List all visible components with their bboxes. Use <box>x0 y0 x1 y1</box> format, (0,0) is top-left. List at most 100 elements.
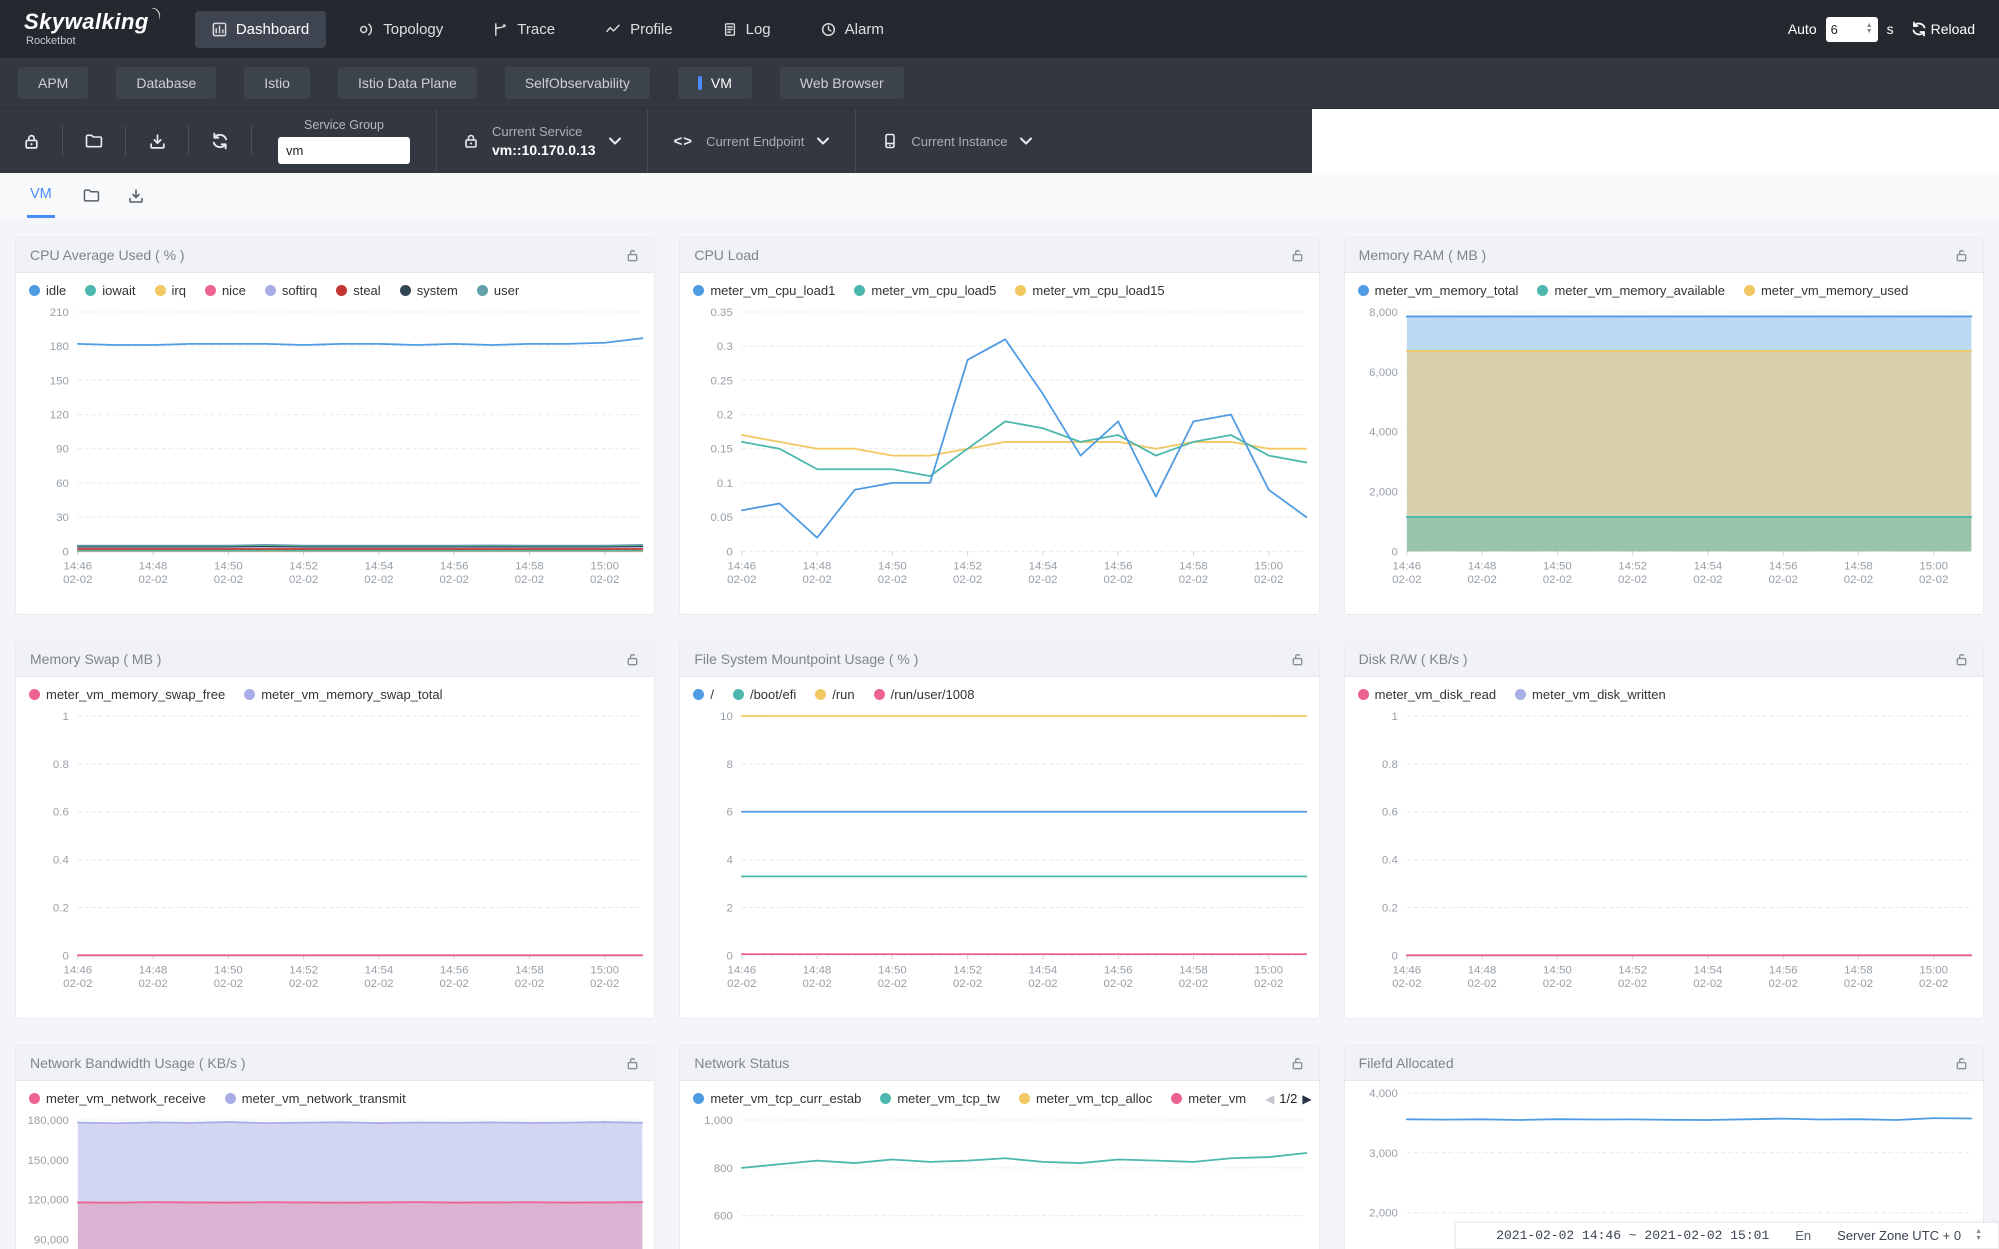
svg-text:02-02: 02-02 <box>590 574 619 586</box>
lock-icon[interactable] <box>625 248 640 263</box>
download-button[interactable] <box>126 109 188 173</box>
legend-item[interactable]: steal <box>336 283 380 298</box>
dash-tab-selfobservability[interactable]: SelfObservability <box>505 67 650 99</box>
nav-item-topology[interactable]: Topology <box>342 11 460 48</box>
current-endpoint-selector[interactable]: <> Current Endpoint <box>647 109 856 173</box>
panel-header: CPU Load <box>680 238 1318 273</box>
legend-item[interactable]: meter_vm_memory_swap_free <box>29 687 225 702</box>
lock-icon[interactable] <box>1954 1056 1969 1071</box>
chart-network-status[interactable]: 1,000800600400200014:4602-0214:4802-0214… <box>680 1108 1318 1249</box>
lock-icon[interactable] <box>1290 248 1305 263</box>
legend-item[interactable]: irq <box>155 283 186 298</box>
nav-item-log[interactable]: Log <box>706 11 788 48</box>
chart-disk-rw[interactable]: 10.80.60.40.2014:4602-0214:4802-0214:500… <box>1345 704 1983 1003</box>
legend-item[interactable]: meter_vm_memory_total <box>1358 283 1519 298</box>
time-range-picker[interactable]: 2021-02-02 14:46 ~ 2021-02-02 15:01 <box>1496 1228 1769 1243</box>
pager-next-icon[interactable]: ▶ <box>1302 1092 1311 1106</box>
legend-item[interactable]: meter_vm_memory_available <box>1537 283 1725 298</box>
service-group-input[interactable] <box>278 137 410 164</box>
current-service-selector[interactable]: Current Service vm::10.170.0.13 <box>436 109 647 173</box>
legend-item[interactable]: meter_vm_tcp_tw <box>880 1091 1000 1106</box>
nav-item-profile[interactable]: Profile <box>588 11 690 48</box>
nav-item-alarm[interactable]: Alarm <box>804 11 901 48</box>
nav-item-trace[interactable]: Trace <box>476 11 572 48</box>
app-logo[interactable]: Skywalking Rocketbot <box>24 11 149 47</box>
legend-item[interactable]: idle <box>29 283 66 298</box>
chart-cpu-load[interactable]: 0.350.30.250.20.150.10.05014:4602-0214:4… <box>680 300 1318 599</box>
legend-item[interactable]: softirq <box>265 283 317 298</box>
language-selector[interactable]: En <box>1795 1228 1811 1243</box>
refresh-button[interactable] <box>189 109 251 173</box>
svg-text:02-02: 02-02 <box>1693 978 1722 990</box>
dash-tab-istio-data-plane[interactable]: Istio Data Plane <box>338 67 477 99</box>
legend-item[interactable]: /boot/efi <box>733 687 796 702</box>
lock-icon[interactable] <box>1290 652 1305 667</box>
legend-item[interactable]: meter_vm_cpu_load5 <box>854 283 996 298</box>
legend-item[interactable]: /run <box>815 687 854 702</box>
legend-item[interactable]: meter_vm <box>1171 1091 1246 1106</box>
chart-network-bandwidth-usage[interactable]: 180,000150,000120,00090,00060,00030,0000… <box>16 1108 654 1249</box>
svg-text:2,000: 2,000 <box>1369 1208 1398 1220</box>
lock-toolbar-button[interactable] <box>0 109 62 173</box>
nav-item-dashboard[interactable]: Dashboard <box>195 11 326 48</box>
dash-tab-database[interactable]: Database <box>116 67 216 99</box>
download-icon[interactable] <box>128 188 144 204</box>
service-group-label: Service Group <box>304 118 384 132</box>
svg-text:14:50: 14:50 <box>1543 964 1572 976</box>
svg-text:14:54: 14:54 <box>1029 964 1058 976</box>
auto-interval-input[interactable]: 6 ▲▼ <box>1826 17 1878 42</box>
chart-file-system-mountpoint-usage[interactable]: 108642014:4602-0214:4802-0214:5002-0214:… <box>680 704 1318 1003</box>
lock-icon[interactable] <box>1954 248 1969 263</box>
service-group-field: Service Group <box>252 118 436 164</box>
folder-button[interactable] <box>63 109 125 173</box>
folder-icon[interactable] <box>83 188 100 203</box>
alarm-icon <box>821 22 836 37</box>
legend-item[interactable]: system <box>400 283 458 298</box>
lock-icon[interactable] <box>1954 652 1969 667</box>
zone-stepper-icon[interactable]: ▲▼ <box>1975 1229 1982 1242</box>
legend-item[interactable]: meter_vm_cpu_load15 <box>1015 283 1164 298</box>
dash-tab-istio[interactable]: Istio <box>244 67 310 99</box>
dash-tab-vm[interactable]: VM <box>678 67 752 99</box>
reload-button[interactable]: Reload <box>1911 21 1975 37</box>
legend-item[interactable]: / <box>693 687 714 702</box>
legend-item[interactable]: meter_vm_network_receive <box>29 1091 206 1106</box>
chart-cpu-average-used[interactable]: 210180150120906030014:4602-0214:4802-021… <box>16 300 654 599</box>
legend-item[interactable]: meter_vm_tcp_alloc <box>1019 1091 1152 1106</box>
lock-icon[interactable] <box>625 1056 640 1071</box>
panel-disk-rw: Disk R/W ( KB/s )meter_vm_disk_readmeter… <box>1344 641 1984 1019</box>
pager-prev-icon[interactable]: ◀ <box>1265 1092 1274 1106</box>
lock-icon[interactable] <box>625 652 640 667</box>
legend-item[interactable]: meter_vm_tcp_curr_estab <box>693 1091 861 1106</box>
svg-text:02-02: 02-02 <box>1029 978 1058 990</box>
legend-item[interactable]: meter_vm_memory_used <box>1744 283 1908 298</box>
svg-text:0.2: 0.2 <box>717 410 733 422</box>
dashboard-panel-grid: CPU Average Used ( % )idleiowaitirqnices… <box>0 218 1999 1249</box>
chart-memory-ram[interactable]: 8,0006,0004,0002,000014:4602-0214:4802-0… <box>1345 300 1983 599</box>
stepper-arrows-icon[interactable]: ▲▼ <box>1866 23 1873 36</box>
current-instance-selector[interactable]: Current Instance <box>855 109 1058 173</box>
lock-icon[interactable] <box>1290 1056 1305 1071</box>
svg-text:02-02: 02-02 <box>1392 978 1421 990</box>
dash-tab-web-browser[interactable]: Web Browser <box>780 67 904 99</box>
legend-item[interactable]: nice <box>205 283 246 298</box>
server-zone-control[interactable]: Server Zone UTC + 0 ▲▼ <box>1837 1228 1982 1243</box>
legend-item[interactable]: /run/user/1008 <box>874 687 975 702</box>
legend-item[interactable]: meter_vm_disk_written <box>1515 687 1666 702</box>
legend-dot-icon <box>854 285 865 296</box>
page-tab-vm[interactable]: VM <box>27 173 55 218</box>
legend-item[interactable]: meter_vm_network_transmit <box>225 1091 406 1106</box>
legend-dot-icon <box>1744 285 1755 296</box>
svg-text:14:50: 14:50 <box>214 560 243 572</box>
chart-memory-swap[interactable]: 10.80.60.40.2014:4602-0214:4802-0214:500… <box>16 704 654 1003</box>
legend-label: system <box>417 283 458 298</box>
legend-item[interactable]: meter_vm_disk_read <box>1358 687 1496 702</box>
legend-item[interactable]: user <box>477 283 519 298</box>
legend-item[interactable]: meter_vm_memory_swap_total <box>244 687 442 702</box>
legend-item[interactable]: meter_vm_cpu_load1 <box>693 283 835 298</box>
panel-title: Filefd Allocated <box>1359 1055 1454 1071</box>
svg-text:02-02: 02-02 <box>1618 978 1647 990</box>
dash-tab-apm[interactable]: APM <box>18 67 88 99</box>
svg-text:02-02: 02-02 <box>1254 574 1283 586</box>
legend-item[interactable]: iowait <box>85 283 135 298</box>
